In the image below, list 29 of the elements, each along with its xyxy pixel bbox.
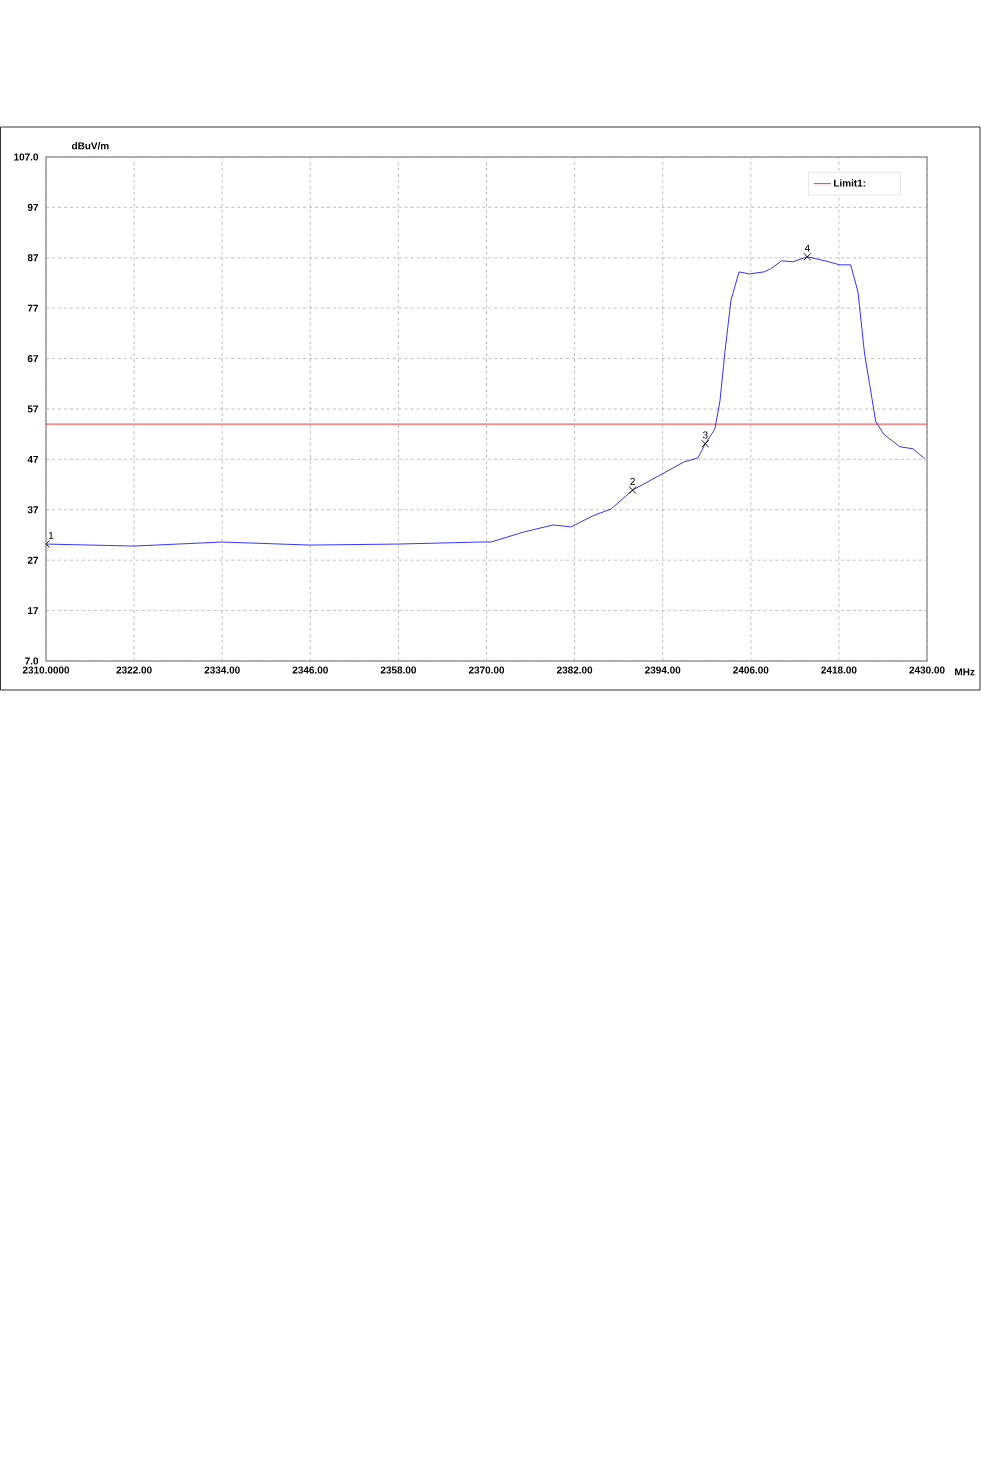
- x-tick-label: 2358.00: [380, 666, 416, 674]
- x-tick-label: 2394.00: [645, 666, 681, 674]
- x-tick-label: 2346.00: [292, 666, 328, 674]
- annotation: 4: [804, 244, 810, 252]
- annotation: 1: [49, 532, 54, 539]
- y-axis-title: dBuV/m: [71, 142, 109, 150]
- annotation: 2: [630, 477, 635, 485]
- y-tick-label: 77: [27, 304, 39, 312]
- x-tick-label: 2382.00: [556, 666, 593, 674]
- y-tick-label: 107.0: [14, 153, 39, 161]
- legend-label: Limit1:: [834, 179, 866, 187]
- x-tick-label: 2430.00: [909, 666, 945, 674]
- y-tick-label: 47: [27, 455, 39, 463]
- y-tick-label: 57: [27, 405, 39, 413]
- y-tick-label: 67: [27, 355, 39, 363]
- y-tick-label: 87: [27, 254, 39, 262]
- x-tick-label: 2310.0000: [22, 666, 70, 674]
- x-tick-label: 2406.00: [733, 666, 769, 674]
- y-tick-label: 97: [27, 203, 39, 211]
- x-tick-label: 2322.00: [116, 666, 152, 674]
- annotation: 3: [702, 431, 708, 439]
- y-tick-label: 17: [28, 607, 39, 615]
- x-tick-label: 2370.00: [468, 666, 505, 674]
- x-tick-label: 2334.00: [204, 666, 240, 674]
- y-tick-label: 7.0: [25, 657, 39, 665]
- y-tick-label: 37: [27, 506, 39, 514]
- y-tick-label: 27: [27, 556, 39, 564]
- x-axis-title: MHz: [955, 668, 975, 676]
- x-tick-label: 2418.00: [821, 666, 857, 674]
